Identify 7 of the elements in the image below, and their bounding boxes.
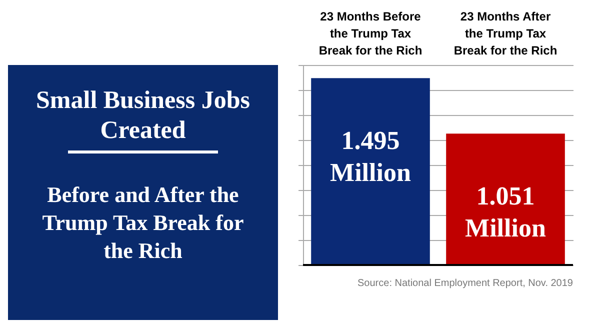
text: Before and After the Trump Tax Break for the Rich [42, 182, 244, 263]
x-tick-label: 23 Months Before the Trump Tax Break for the Rich [318, 10, 422, 58]
x-tick-label: 23 Months After the Trump Tax Break for the Rich [454, 10, 558, 58]
text: Small Business Jobs Created [36, 87, 250, 144]
data-label: 1.495 Million [330, 126, 412, 188]
source-note: Source: National Employment Report, Nov. 2019 [358, 278, 574, 289]
data-label: 1.051 Million [465, 182, 546, 243]
